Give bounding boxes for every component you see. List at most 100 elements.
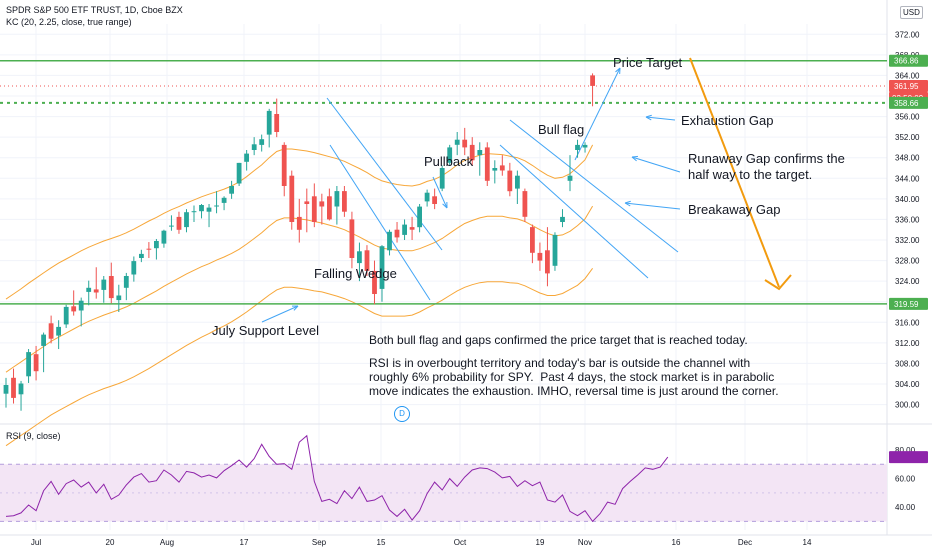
price-tag-text-resistance: 366.86 [894, 57, 919, 66]
candle-body [402, 224, 407, 235]
candle-body [424, 192, 430, 202]
annotation-bull-flag: Bull flag [538, 122, 585, 137]
currency-badge[interactable]: USD [900, 6, 923, 19]
indicator-label: KC (20, 2.25, close, true range) [6, 17, 132, 27]
time-tick-label: Jul [31, 538, 41, 547]
candle-body [590, 75, 595, 86]
candle-body [199, 205, 204, 212]
annotation-july-support: July Support Level [212, 323, 319, 338]
candle-body [206, 207, 212, 212]
candle-body [311, 196, 317, 222]
candle-body [11, 377, 16, 398]
price-tag-support-dotted [889, 96, 928, 109]
candle-body [33, 354, 39, 372]
price-tick-label: 336.00 [895, 215, 920, 224]
candle-body [432, 196, 437, 204]
rsi-pane[interactable] [0, 434, 887, 523]
candle-body [575, 144, 580, 150]
candle-body [184, 212, 189, 228]
time-tick-label: 17 [240, 538, 249, 547]
candles-group[interactable] [3, 73, 595, 411]
price-tick-label: 372.00 [895, 30, 920, 39]
price-tag-text-support-dotted: 358.66 [894, 99, 919, 108]
arrow-runaway-gap-head [631, 155, 639, 162]
rsi-line [5, 434, 669, 523]
candle-body [86, 287, 92, 292]
candle-body [357, 251, 362, 264]
candle-body [169, 225, 174, 227]
candle-body [537, 252, 543, 261]
falling-wedge-line [326, 97, 443, 251]
rsi-tick-label: 60.00 [895, 475, 916, 484]
annotation-runaway-gap: Runaway Gap confirms the half way to the… [688, 151, 845, 182]
candle-body [515, 175, 520, 189]
candle-body [221, 197, 227, 203]
time-tick-label: 20 [106, 538, 115, 547]
candle-body [154, 241, 159, 249]
candle-body [530, 227, 535, 253]
candle-body [56, 326, 61, 336]
note-rsi-overbought: RSI is in overbought territory and today… [369, 356, 779, 398]
candle-body [379, 246, 385, 289]
annotation-falling-wedge: Falling Wedge [314, 266, 397, 281]
price-tag-support [889, 297, 928, 310]
annotation-breakaway-gap: Breakaway Gap [688, 202, 781, 217]
candle-body [447, 147, 453, 163]
candle-body [499, 165, 505, 171]
rsi-tick-label: 40.00 [895, 503, 916, 512]
candle-body [214, 205, 219, 207]
arrow-exhaustion-gap-head [645, 114, 652, 121]
price-tick-label: 348.00 [895, 154, 920, 163]
note-price-target: Both bull flag and gaps confirmed the pr… [369, 333, 748, 347]
time-tick-label: Aug [160, 538, 174, 547]
candle-body [552, 234, 558, 266]
dividend-marker[interactable]: D [394, 406, 410, 422]
price-tick-label: 352.00 [895, 133, 920, 142]
rsi-value-tag [889, 451, 928, 464]
time-tick-label: Sep [312, 538, 327, 547]
candle-body [48, 323, 54, 339]
candle-body [560, 216, 565, 222]
candle-body [484, 147, 490, 181]
price-tick-label: 364.00 [895, 71, 920, 80]
candle-body [387, 231, 392, 251]
candle-body [492, 168, 498, 171]
candle-body [78, 300, 84, 311]
rsi-label: RSI (9, close) [6, 431, 61, 441]
candle-body [139, 253, 144, 258]
price-tick-label: 324.00 [895, 277, 920, 286]
price-tick-label: 344.00 [895, 174, 920, 183]
candle-body [394, 229, 400, 238]
price-tick-label: 300.00 [895, 401, 920, 410]
arrow-july-support-head [291, 305, 299, 311]
axes: 372.00368.00364.00360.00356.00352.00348.… [31, 30, 920, 547]
time-tick-label: 19 [536, 538, 545, 547]
candle-body [364, 250, 370, 271]
time-tick-label: Nov [578, 538, 592, 547]
candle-body [274, 114, 280, 132]
candle-body [522, 191, 528, 217]
time-tick-label: 14 [803, 538, 812, 547]
candle-body [18, 383, 24, 395]
candle-body [304, 201, 310, 204]
candle-body [454, 139, 460, 145]
candle-body [251, 144, 257, 150]
price-tick-label: 308.00 [895, 359, 920, 368]
candle-body [236, 162, 242, 184]
candle-body [229, 186, 234, 194]
candle-body [41, 334, 46, 346]
candle-body [296, 216, 302, 230]
chart-title: SPDR S&P 500 ETF TRUST, 1D, Cboe BZX [6, 5, 183, 15]
candle-body [63, 306, 69, 325]
price-tick-label: 332.00 [895, 236, 920, 245]
candle-body [146, 248, 152, 250]
target-projection-arrow-head [764, 274, 792, 291]
candle-body [477, 150, 483, 156]
keltner-lower-band [5, 268, 594, 447]
candle-body [108, 276, 114, 299]
price-tick-label: 328.00 [895, 257, 920, 266]
arrow-july-support [261, 305, 299, 323]
arrow-runaway-gap [631, 156, 681, 173]
candle-body [281, 144, 287, 186]
